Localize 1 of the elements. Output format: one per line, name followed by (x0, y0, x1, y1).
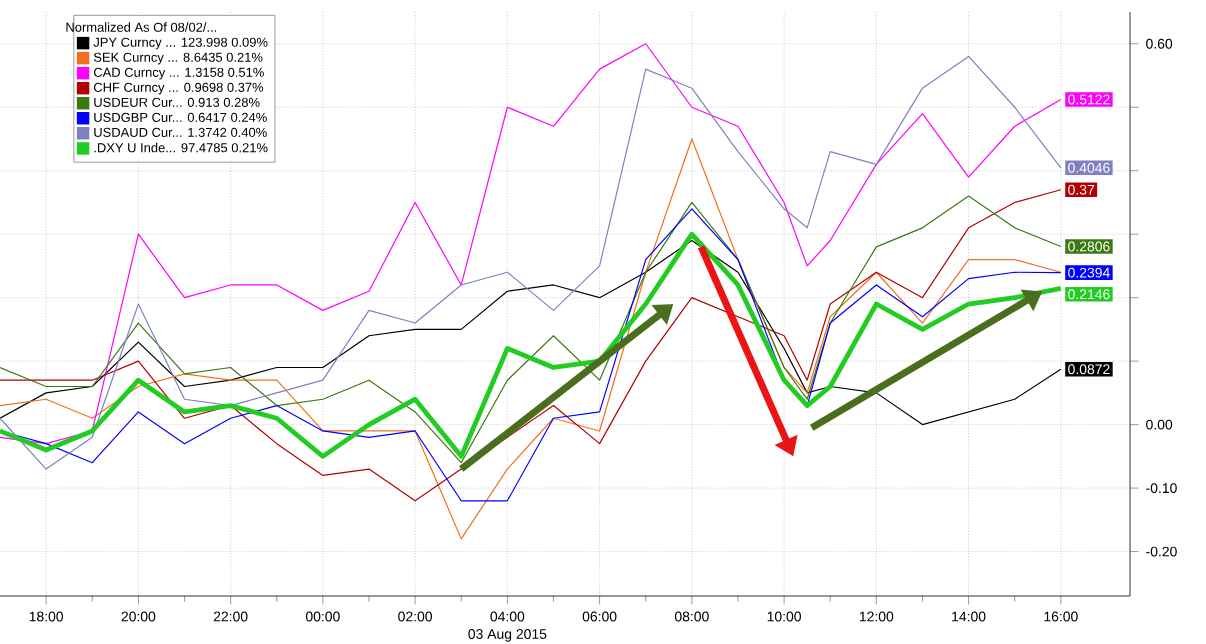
line-series (0, 231, 1064, 459)
